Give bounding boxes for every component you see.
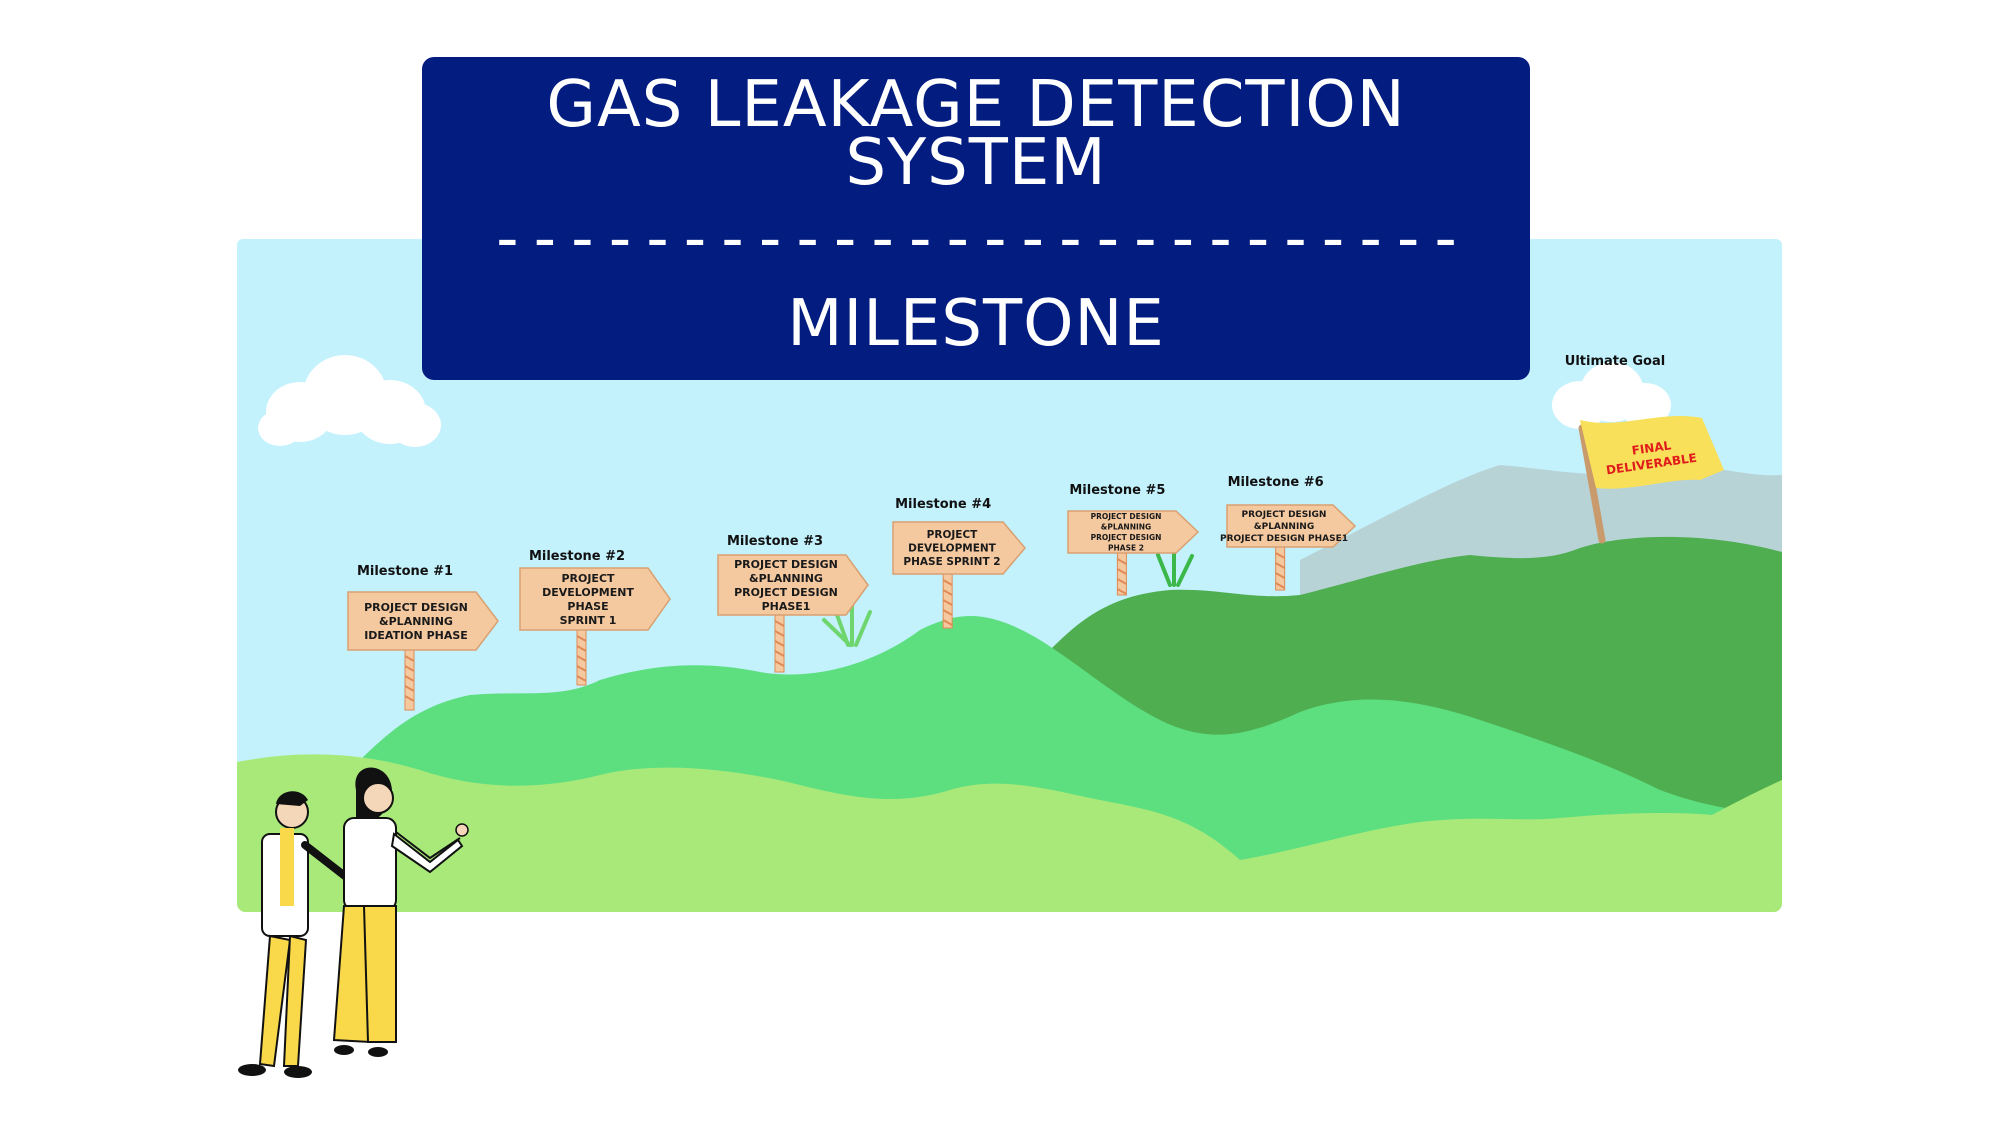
sign-post-stripe bbox=[1275, 572, 1286, 579]
sign-post-stripe bbox=[576, 665, 587, 672]
milestone-3: Milestone #3 PROJECT DESIGN&PLANNINGPROJE… bbox=[717, 534, 869, 673]
sign-post-stripe bbox=[1116, 588, 1127, 595]
sign-post-stripe bbox=[404, 675, 415, 682]
sign-post-stripe bbox=[1275, 562, 1286, 569]
milestone-label: Milestone #4 bbox=[895, 497, 991, 512]
sign-post-stripe bbox=[404, 695, 415, 702]
cloud-right-icon bbox=[1552, 362, 1671, 429]
sign-post-stripe bbox=[576, 655, 587, 662]
sign-text-line: &PLANNING bbox=[379, 615, 453, 628]
sign-arrow-icon bbox=[717, 554, 869, 616]
sign-post-stripe bbox=[942, 619, 953, 626]
sign-post-stripe bbox=[774, 640, 785, 647]
milestone-label: Milestone #5 bbox=[1069, 483, 1165, 498]
sign-post-stripe bbox=[1275, 552, 1286, 559]
sign-text-line: &PLANNING bbox=[749, 572, 823, 585]
sign-text-line: &PLANNING bbox=[1254, 522, 1314, 532]
sign-post-stripe bbox=[774, 630, 785, 637]
sign-text-line: PHASE1 bbox=[762, 600, 811, 613]
sign-text-line: PHASE 2 bbox=[1108, 543, 1144, 552]
sign-text-line: IDEATION PHASE bbox=[364, 629, 468, 642]
person-woman-icon bbox=[332, 767, 469, 1057]
title-divider: -------------------------- bbox=[488, 207, 1465, 271]
final-deliverable-flag: FINAL DELIVERABLE bbox=[1578, 416, 1724, 544]
sign-post-stripe bbox=[576, 675, 587, 682]
sign-text-line: PROJECT DESIGN bbox=[1091, 533, 1162, 542]
sign-text-line: PROJECT bbox=[927, 529, 978, 541]
title-line-2: SYSTEM bbox=[845, 126, 1107, 200]
sign-text-line: PROJECT DESIGN bbox=[734, 558, 838, 571]
milestone-1: Milestone #1 PROJECT DESIGN&PLANNINGIDEAT… bbox=[347, 564, 499, 711]
title-line-1: GAS LEAKAGE DETECTION bbox=[546, 68, 1406, 142]
sign-text-line: DEVELOPMENT bbox=[908, 543, 997, 555]
sign-arrow-icon bbox=[1226, 504, 1357, 548]
cloud-left-icon bbox=[258, 355, 441, 447]
sign-text-line: PROJECT DESIGN PHASE1 bbox=[1220, 534, 1348, 544]
sign-text-line: &PLANNING bbox=[1101, 522, 1151, 531]
grass-foreground bbox=[237, 754, 1782, 912]
sign-text-line: PROJECT DESIGN bbox=[1091, 512, 1162, 521]
sign-text-line: PROJECT DESIGN bbox=[364, 601, 468, 614]
sign-arrow-icon bbox=[892, 521, 1026, 575]
milestone-label: Milestone #3 bbox=[727, 534, 823, 549]
title-subtitle: MILESTONE bbox=[787, 287, 1165, 361]
milestone-6: Milestone #6 PROJECT DESIGN&PLANNING PROJE… bbox=[1220, 475, 1357, 591]
sign-post-stripe bbox=[774, 650, 785, 657]
sign-text-line: PROJECT DESIGN bbox=[734, 586, 838, 599]
sign-post-stripe bbox=[404, 685, 415, 692]
flag-line-1: FINAL bbox=[1631, 438, 1673, 457]
sign-text-line: PHASE SPRINT 2 bbox=[903, 556, 1000, 568]
sign-arrow-icon bbox=[1067, 510, 1200, 554]
person-man-icon bbox=[238, 791, 354, 1078]
sign-post-stripe bbox=[1275, 582, 1286, 589]
sign-text-line: PHASE bbox=[567, 600, 608, 613]
sign-text-line: PROJECT bbox=[561, 572, 615, 585]
milestone-label: Milestone #2 bbox=[529, 549, 625, 564]
sign-post-stripe bbox=[942, 609, 953, 616]
sign-arrow-icon bbox=[347, 591, 499, 651]
grass-tuft-icon bbox=[822, 604, 872, 647]
sign-text-line: SPRINT 1 bbox=[560, 614, 617, 627]
sign-arrow-icon bbox=[519, 567, 671, 631]
sign-post-stripe bbox=[942, 589, 953, 596]
sign-post-stripe bbox=[1116, 578, 1127, 585]
sign-post-stripe bbox=[774, 620, 785, 627]
grass-tuft-icon bbox=[1156, 550, 1194, 587]
ultimate-goal-label: Ultimate Goal bbox=[1565, 354, 1665, 369]
sign-post-stripe bbox=[942, 579, 953, 586]
milestone-2: Milestone #2 PROJECTDEVELOPMENTPHASESPRIN… bbox=[519, 549, 671, 686]
sign-text-line: DEVELOPMENT bbox=[542, 586, 634, 599]
sign-post-stripe bbox=[576, 635, 587, 642]
milestone-label: Milestone #1 bbox=[357, 564, 453, 579]
sign-post-stripe bbox=[576, 645, 587, 652]
sign-post-stripe bbox=[404, 655, 415, 662]
sign-text-line: PROJECT DESIGN bbox=[1242, 510, 1327, 520]
sign-post-stripe bbox=[774, 660, 785, 667]
title-card: GAS LEAKAGE DETECTION SYSTEM -----------… bbox=[422, 57, 1530, 380]
sign-post-stripe bbox=[1116, 568, 1127, 575]
sign-post-stripe bbox=[1116, 558, 1127, 565]
sign-post-stripe bbox=[404, 665, 415, 672]
flag-icon bbox=[1580, 416, 1724, 489]
milestone-label: Milestone #6 bbox=[1228, 475, 1324, 490]
sign-post-stripe bbox=[942, 599, 953, 606]
